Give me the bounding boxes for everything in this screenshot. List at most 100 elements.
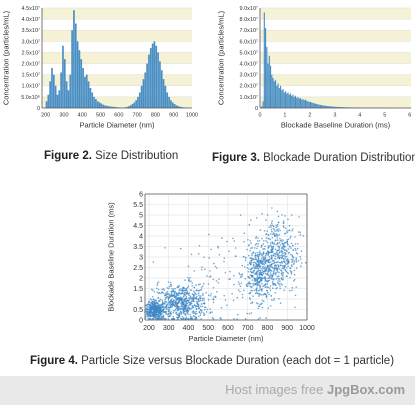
x-tick-label: 2: [308, 113, 311, 119]
grid-band: [42, 74, 192, 86]
scatter-point: [185, 316, 188, 318]
histogram-bar: [100, 103, 103, 108]
scatter-point: [196, 300, 198, 303]
histogram-bar: [107, 106, 110, 108]
scatter-point: [251, 267, 254, 269]
scatter-point: [278, 261, 281, 264]
scatter-point: [170, 292, 173, 294]
scatter-point: [279, 254, 281, 257]
scatter-point: [167, 281, 170, 283]
scatter-point: [192, 299, 194, 302]
histogram-bar: [327, 106, 329, 108]
scatter-point: [204, 268, 206, 271]
scatter-point: [243, 266, 246, 268]
scatter-point: [156, 311, 158, 313]
scatter-point: [250, 263, 252, 265]
scatter-point: [262, 285, 264, 287]
scatter-point: [258, 266, 261, 268]
scatter-point: [293, 260, 296, 262]
scatter-point: [246, 282, 249, 285]
scatter-point: [261, 302, 263, 305]
scatter-point: [253, 263, 255, 266]
scatter-point: [277, 255, 279, 257]
x-tick-label: 1: [283, 113, 286, 119]
scatter-point: [177, 301, 180, 304]
scatter-point: [189, 316, 192, 318]
scatter-point: [150, 312, 153, 314]
scatter-point: [285, 270, 287, 272]
scatter-point: [166, 295, 169, 298]
scatter-point: [245, 284, 248, 286]
scatter-point: [271, 266, 273, 268]
histogram-bar: [322, 105, 324, 108]
scatter-point: [195, 296, 197, 299]
scatter-point: [282, 248, 285, 250]
scatter-point: [263, 230, 266, 232]
scatter-point: [235, 247, 237, 249]
scatter-point: [258, 263, 261, 265]
scatter-point: [248, 261, 251, 264]
scatter-point: [241, 293, 244, 296]
scatter-point: [255, 254, 257, 256]
footer-banner: Host images free JpgBox.com: [0, 376, 415, 405]
scatter-point: [295, 286, 297, 288]
scatter-point: [162, 288, 165, 290]
scatter-point: [273, 272, 275, 275]
scatter-point: [300, 262, 303, 264]
histogram-bar: [267, 63, 269, 108]
scatter-point: [256, 274, 258, 277]
scatter-point: [277, 221, 280, 224]
scatter-point: [200, 299, 202, 302]
scatter-point: [249, 249, 251, 252]
scatter-point: [184, 307, 186, 309]
scatter-point: [172, 318, 175, 320]
scatter-point: [193, 290, 195, 292]
scatter-point: [199, 297, 202, 300]
histogram-bar: [175, 105, 178, 108]
scatter-point: [176, 286, 179, 289]
scatter-point: [266, 264, 269, 267]
scatter-point: [289, 277, 291, 279]
scatter-point: [188, 306, 191, 309]
histogram-bar: [342, 107, 344, 108]
scatter-point: [251, 285, 253, 288]
scatter-point: [242, 255, 245, 258]
histogram-bar: [168, 96, 170, 108]
scatter-point: [189, 299, 191, 301]
scatter-point: [270, 270, 273, 272]
scatter-point: [250, 271, 253, 274]
scatter-point: [281, 262, 284, 264]
scatter-point: [257, 283, 260, 285]
scatter-point: [151, 309, 154, 311]
histogram-bar: [304, 99, 307, 108]
scatter-point: [198, 245, 201, 247]
scatter-point: [282, 244, 285, 246]
scatter-point: [181, 318, 184, 320]
scatter-point: [172, 299, 175, 301]
scatter-point: [163, 317, 165, 320]
scatter-point: [156, 315, 159, 317]
scatter-point: [292, 263, 295, 265]
scatter-point: [266, 272, 269, 274]
scatter-point: [155, 305, 157, 307]
scatter-point: [264, 256, 267, 258]
scatter-point: [172, 302, 175, 304]
scatter-point: [293, 269, 296, 272]
scatter-point: [201, 266, 203, 268]
scatter-point: [267, 277, 270, 279]
scatter-point: [164, 318, 167, 320]
scatter-point: [153, 314, 156, 316]
y-axis-label: Concentration (particles/mL): [217, 10, 226, 105]
scatter-point: [158, 318, 160, 320]
scatter-point: [263, 239, 265, 242]
histogram-bar: [337, 106, 339, 108]
scatter-point: [276, 225, 279, 228]
footer-text[interactable]: Host images free JpgBox.com: [225, 382, 405, 397]
scatter-point: [267, 280, 270, 282]
scatter-point: [266, 286, 268, 288]
scatter-point: [278, 241, 281, 244]
scatter-point: [261, 269, 264, 272]
scatter-point: [205, 306, 207, 309]
footer-brand[interactable]: JpgBox.com: [326, 382, 405, 397]
histogram-bar: [306, 100, 308, 108]
